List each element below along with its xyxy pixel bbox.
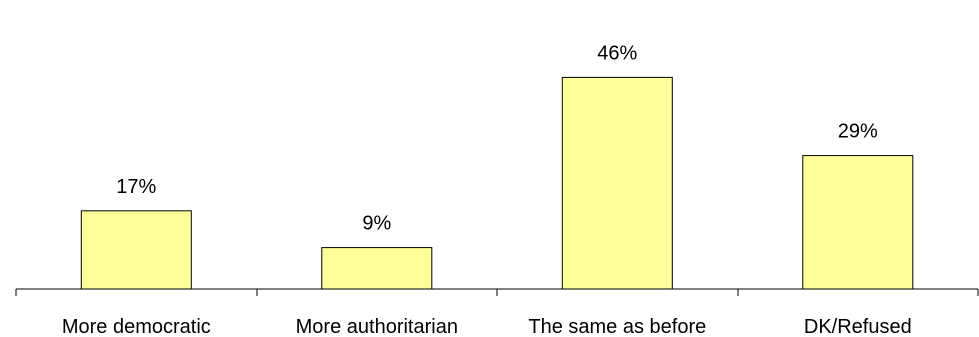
bar-dk-refused bbox=[802, 155, 914, 290]
bar-more-democratic bbox=[80, 210, 192, 290]
category-label: The same as before bbox=[528, 316, 706, 337]
bars-group bbox=[80, 76, 914, 290]
x-axis-ticks bbox=[15, 289, 979, 296]
value-label: 17% bbox=[116, 176, 156, 198]
category-label: DK/Refused bbox=[804, 316, 912, 337]
bar-the-same-as-before bbox=[561, 76, 673, 290]
value-labels-group: 17% 9% 46% 29% bbox=[116, 42, 878, 234]
category-label: More democratic bbox=[62, 316, 211, 337]
category-labels-group: More democratic More authoritarian The sam… bbox=[62, 316, 912, 337]
bar-more-authoritarian bbox=[321, 247, 433, 290]
category-label: More authoritarian bbox=[296, 316, 458, 337]
value-label: 29% bbox=[838, 121, 878, 143]
value-label: 9% bbox=[362, 213, 391, 235]
value-label: 46% bbox=[597, 42, 637, 64]
